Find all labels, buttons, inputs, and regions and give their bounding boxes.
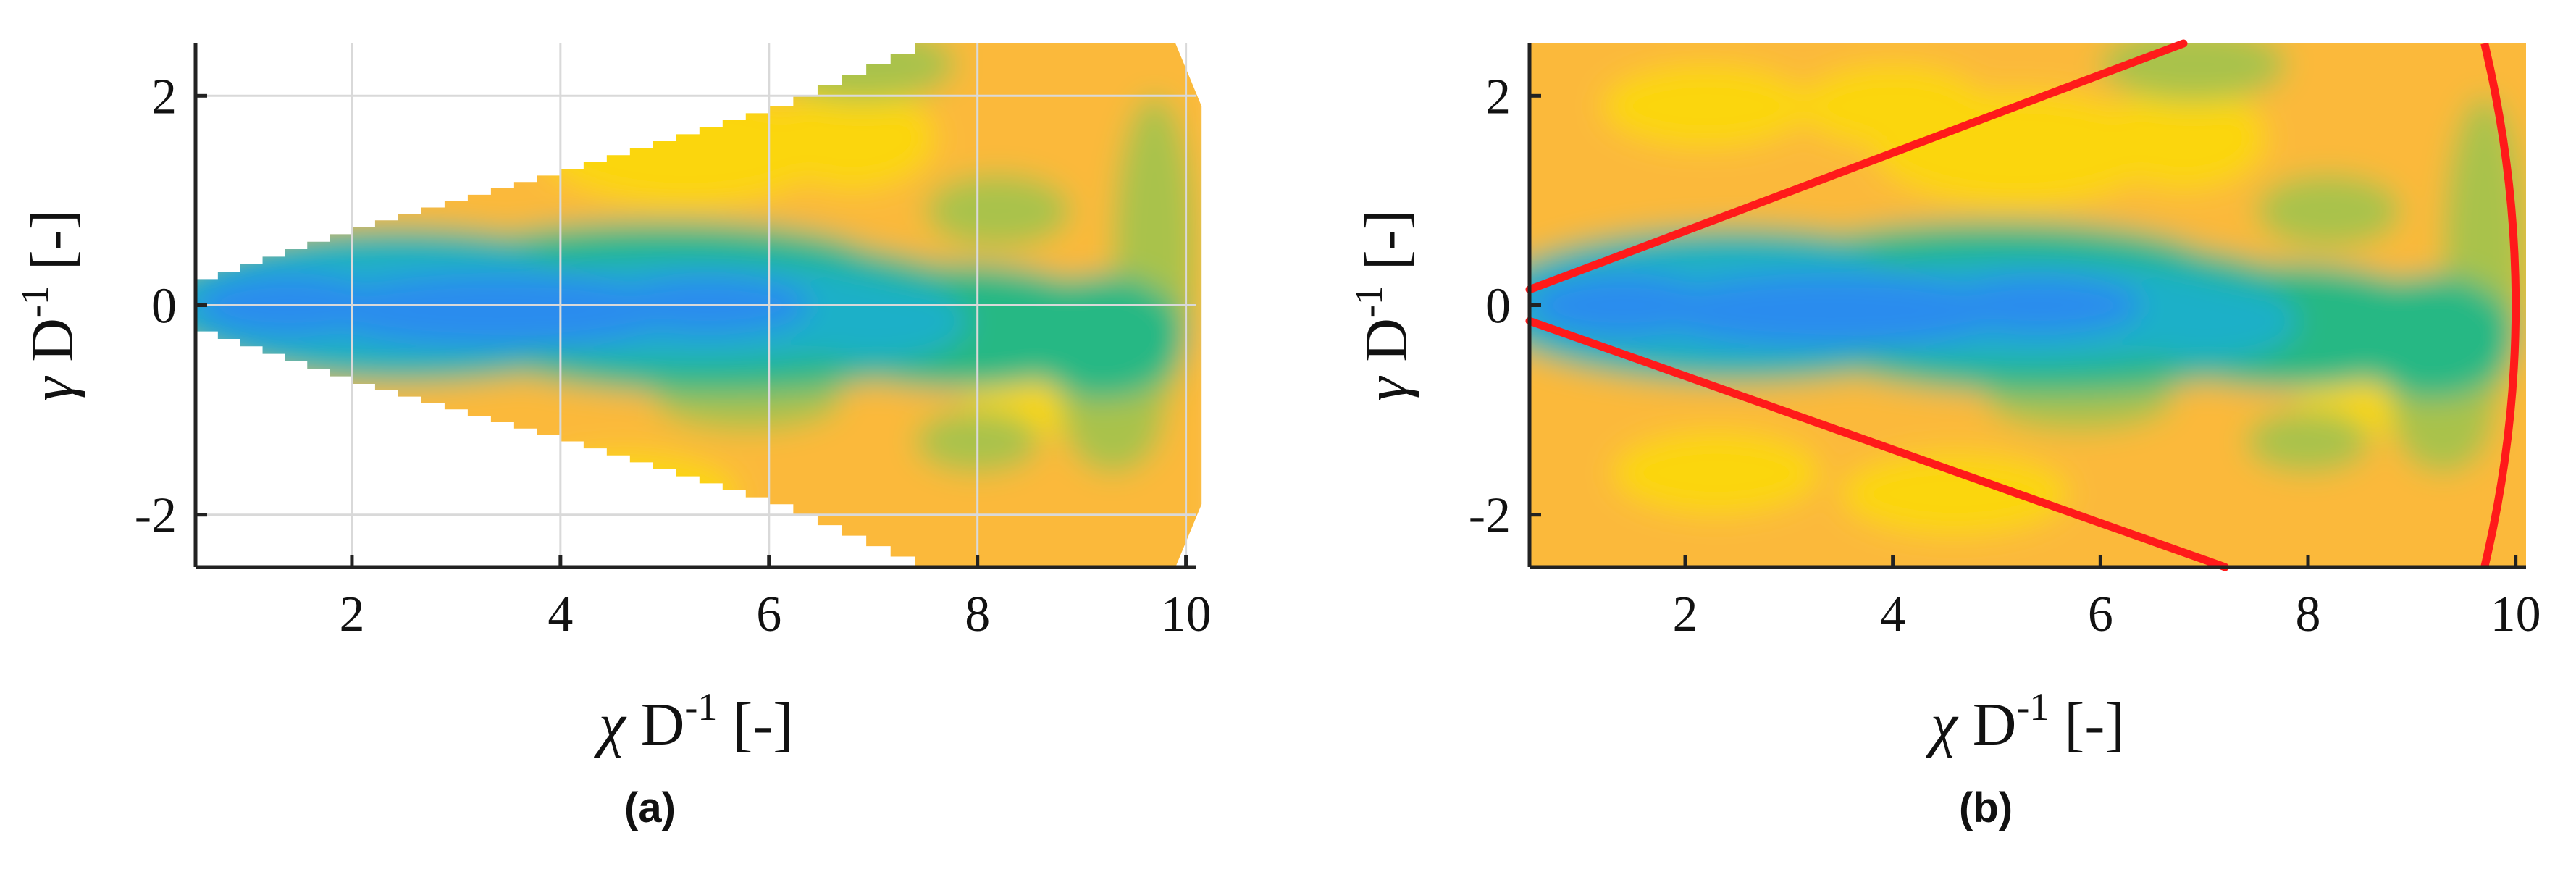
x-tick-label: 4 [547,587,573,642]
panel-a-chart: 2 4 6 8 10 -2 0 2 χ D-1 [-] γ D-1 [-] [13,43,1212,758]
y-tick-label: -2 [1469,488,1511,544]
y-tick-label: -2 [135,488,177,544]
overlay-line [1525,39,2188,294]
x-tick-label: 8 [2296,587,2321,642]
panel-b-chart: 2 4 6 8 10 -2 0 2 χ D-1 [-] γ D-1 [-] [1347,39,2541,758]
y-tick-label: 0 [151,279,177,335]
y-tick-label: 2 [1485,69,1511,125]
x-axis-label: χ D-1 [-] [1926,685,2126,758]
x-tick-label: 8 [965,587,990,642]
y-axis-label: γ D-1 [-] [13,209,86,401]
panel-a-caption: (a) [624,784,676,831]
overlay-arc [2480,42,2520,569]
axes [1527,43,2526,569]
axes [193,43,1196,569]
y-axis-label: γ D-1 [-] [1347,209,1420,401]
x-tick-label: 6 [2088,587,2113,642]
grid [196,43,1196,567]
panel-b-caption: (b) [1959,784,2013,831]
y-tick-label: 2 [151,69,177,125]
x-tick-label: 2 [339,587,364,642]
overlay-line [1525,316,2229,571]
y-tick-label: 0 [1485,279,1511,335]
x-tick-label: 6 [756,587,781,642]
x-axis-label: χ D-1 [-] [594,685,794,758]
x-tick-label: 4 [1880,587,1905,642]
x-tick-label: 10 [2491,587,2541,642]
x-tick-label: 2 [1673,587,1698,642]
x-tick-label: 10 [1161,587,1212,642]
heatmap-field [1530,43,2526,567]
